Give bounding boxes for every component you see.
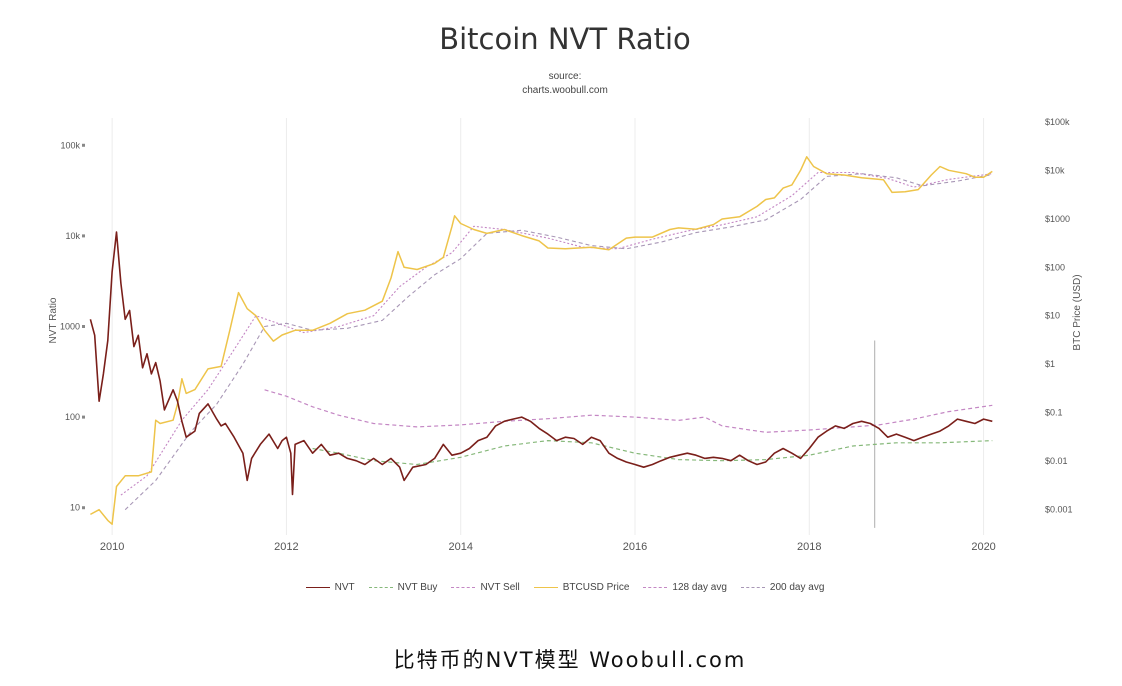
right-tick-label: $100k	[1045, 117, 1070, 127]
left-tick-label: 100k	[60, 140, 80, 150]
x-tick-label: 2014	[448, 541, 472, 553]
legend-swatch	[533, 587, 558, 588]
legend-label: NVT Buy	[397, 582, 438, 593]
series-line-128-day-avg	[120, 171, 993, 496]
legend-label: BTCUSD Price	[562, 582, 630, 593]
legend-swatch	[305, 587, 330, 588]
right-tick-label: $0.001	[1045, 505, 1073, 515]
image-caption: 比特币的NVT模型 Woobull.com	[393, 648, 747, 672]
legend-label: 128 day avg	[672, 582, 727, 593]
left-tick-mark	[82, 506, 85, 510]
legend-label: NVT	[334, 582, 355, 593]
x-tick-label: 2016	[623, 541, 647, 553]
series-line-nvt-sell	[264, 389, 993, 433]
legend-swatch	[451, 587, 476, 588]
right-tick-label: $0.01	[1045, 456, 1068, 466]
legend-item[interactable]: NVT	[305, 582, 355, 593]
x-tick-label: 2020	[971, 541, 995, 553]
left-tick-label: 100	[65, 412, 80, 422]
left-tick-mark	[82, 234, 85, 238]
legend-label: NVT Sell	[480, 582, 520, 593]
left-tick-mark	[82, 143, 85, 147]
left-tick-label: 10k	[65, 231, 80, 241]
x-tick-label: 2018	[797, 541, 821, 553]
right-tick-label: $1	[1045, 359, 1055, 369]
left-tick-label: 1000	[60, 322, 80, 332]
series-line-nvt-buy	[312, 440, 993, 466]
x-tick-label: 2012	[274, 541, 298, 553]
subtitle-line-source: source:	[548, 71, 582, 82]
legend-item[interactable]: 128 day avg	[643, 582, 727, 593]
right-tick-label: $100	[1045, 262, 1065, 272]
legend-swatch	[643, 587, 668, 588]
series-line-200-day-avg	[124, 173, 993, 511]
legend-item[interactable]: NVT Buy	[368, 582, 438, 593]
right-tick-label: $0.1	[1045, 408, 1063, 418]
left-tick-mark	[82, 325, 85, 328]
chart-plot: 2010 2012 2014 2016 2018 2020 10 100 1000 10k 100k…	[48, 117, 1083, 553]
series-line-nvt	[89, 231, 993, 496]
right-tick-label: $1000	[1045, 214, 1070, 224]
legend-swatch	[368, 587, 393, 588]
chart-legend: NVT NVT Buy NVT Sell BTCUSD Price 128 day av…	[0, 582, 1122, 593]
right-tick-label: $10	[1045, 311, 1060, 321]
legend-item[interactable]: NVT Sell	[451, 582, 520, 593]
legend-swatch	[740, 587, 765, 588]
left-tick-mark	[82, 415, 85, 419]
chart-subtitle: source: charts.woobull.com	[0, 70, 1122, 98]
legend-label: 200 day avg	[769, 582, 825, 593]
legend-item[interactable]: 200 day avg	[740, 582, 825, 593]
subtitle-line-url: charts.woobull.com	[522, 85, 608, 96]
y-axis-right-title: BTC Price (USD)	[1072, 274, 1083, 350]
series-line-btcusd-price	[90, 156, 993, 525]
right-tick-label: $10k	[1045, 165, 1065, 175]
legend-item[interactable]: BTCUSD Price	[533, 582, 630, 593]
left-tick-label: 10	[70, 503, 80, 513]
chart-title: Bitcoin NVT Ratio	[439, 22, 691, 56]
y-axis-left-title: NVT Ratio	[48, 297, 59, 343]
x-tick-label: 2010	[100, 541, 124, 553]
